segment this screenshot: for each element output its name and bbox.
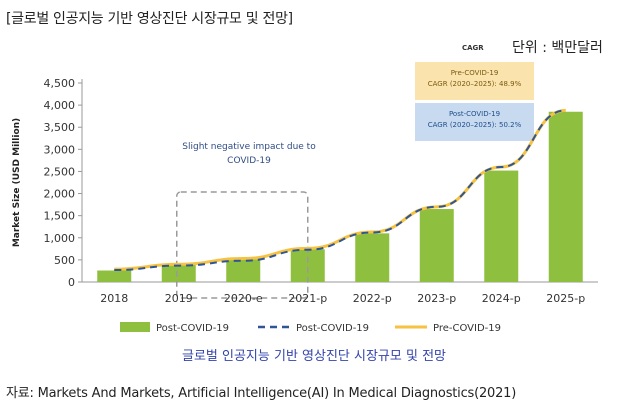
y-axis-label: Market Size (USD Million) xyxy=(12,118,22,247)
legend-label-bar: Post-COVID-19 xyxy=(156,323,229,334)
post-covid-cagr-title: Post-COVID-19 xyxy=(448,110,501,118)
x-tick-label: 2019 xyxy=(165,292,193,305)
post-covid-cagr-box: Post-COVID-19 CAGR (2020–2025): 50.2% xyxy=(415,103,534,141)
y-tick-label: 1,500 xyxy=(44,210,76,223)
pre-covid-cagr-title: Pre-COVID-19 xyxy=(450,69,499,77)
y-tick-label: 2,500 xyxy=(44,165,76,178)
legend-label-pre: Pre-COVID-19 xyxy=(433,323,501,334)
x-tick-label: 2020-e xyxy=(224,292,263,305)
post-covid-dashed-line xyxy=(114,109,566,272)
post-covid-cagr-value: CAGR (2020–2025): 50.2% xyxy=(427,121,522,129)
chart-caption: 글로벌 인공지능 기반 영상진단 시장규모 및 전망 xyxy=(182,349,446,364)
pre-covid-cagr-box: Pre-COVID-19 CAGR (2020–2025): 48.9% xyxy=(415,62,534,100)
y-tick-label: 2,000 xyxy=(44,188,76,201)
legend-label-dashed: Post-COVID-19 xyxy=(296,323,369,334)
covid-impact-box xyxy=(176,191,309,299)
bar-2025-p xyxy=(548,111,583,282)
bar-2019 xyxy=(161,264,196,282)
x-tick-label: 2018 xyxy=(100,292,128,305)
x-tick-label: 2021-p xyxy=(288,292,327,305)
y-tick-label: 4,000 xyxy=(44,99,76,112)
x-tick-label: 2023-p xyxy=(417,292,456,305)
covid-annotation-line1: Slight negative impact due to xyxy=(182,142,316,152)
x-tick-label: 2025-p xyxy=(546,292,585,305)
source-note: 자료: Markets And Markets, Artificial Inte… xyxy=(6,386,517,401)
x-tick-label: 2022-p xyxy=(353,292,392,305)
x-tick-label: 2024-p xyxy=(482,292,521,305)
covid-annotation: Slight negative impact due to COVID-19 xyxy=(174,140,324,168)
unit-label: 단위 : 백만달러 xyxy=(512,40,603,56)
header-title: [글로벌 인공지능 기반 영상진단 시장규모 및 전망] xyxy=(6,11,293,27)
y-tick-label: 1,000 xyxy=(44,232,76,245)
y-tick-label: 3,000 xyxy=(44,143,76,156)
pre-covid-cagr-value: CAGR (2020–2025): 48.9% xyxy=(427,80,522,88)
covid-annotation-line2: COVID-19 xyxy=(227,156,271,166)
bar-2021-p xyxy=(290,249,325,282)
y-tick-label: 500 xyxy=(54,254,75,267)
bar-2023-p xyxy=(419,209,454,282)
bar-2024-p xyxy=(484,170,519,282)
legend-swatch-bar xyxy=(120,322,150,332)
y-tick-label: 4,500 xyxy=(44,77,76,90)
bar-2022-p xyxy=(355,233,390,282)
cagr-label: CAGR xyxy=(462,44,484,52)
bar-2020-e xyxy=(226,259,261,282)
bar-2018 xyxy=(97,270,132,282)
y-tick-label: 3,500 xyxy=(44,121,76,134)
y-tick-label: 0 xyxy=(68,276,75,289)
